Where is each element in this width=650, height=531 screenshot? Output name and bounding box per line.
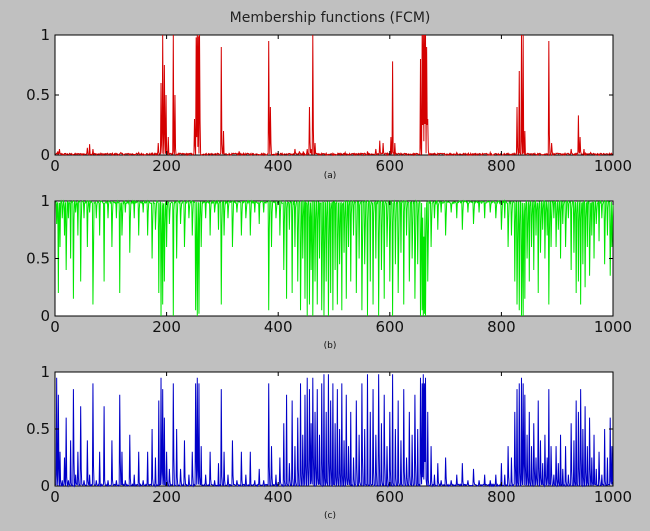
- y-tick-label-a: 0: [40, 146, 50, 164]
- x-tick-label-a: 1000: [594, 157, 632, 175]
- series-line-a: [55, 34, 614, 157]
- y-tick-label-c: 1: [40, 363, 50, 381]
- x-tick-label-c: 200: [152, 488, 181, 506]
- panel-a: 0 200 400 600 800 1000 0 0.5 1: [26, 26, 632, 175]
- x-tick-label-c: 1000: [594, 488, 632, 506]
- y-tick-label-c: 0: [40, 477, 50, 495]
- plot-area-a: [54, 34, 614, 156]
- x-tick-label-c: 800: [487, 488, 516, 506]
- series-line-c: [55, 374, 614, 488]
- x-tick-label-b: 800: [487, 318, 516, 336]
- y-tick-label-b: 1: [40, 192, 50, 210]
- x-tick-label-b: 1000: [594, 318, 632, 336]
- x-tick-label-b: 200: [152, 318, 181, 336]
- x-tick-label-a: 800: [487, 157, 516, 175]
- y-tick-label-b: 0: [40, 307, 50, 325]
- x-tick-label-a: 200: [152, 157, 181, 175]
- x-tick-label-c: 0: [50, 488, 60, 506]
- panel-b: 0 200 400 600 800 1000 0 0.5 1: [26, 192, 632, 336]
- x-tick-label-a: 400: [264, 157, 293, 175]
- x-tick-label-c: 400: [264, 488, 293, 506]
- y-tick-label-b: 0.5: [26, 250, 50, 268]
- x-tick-label-b: 0: [50, 318, 60, 336]
- chart-title: Membership functions (FCM): [230, 10, 431, 26]
- caption-c: (c): [324, 511, 336, 521]
- y-tick-label-a: 1: [40, 26, 50, 44]
- y-tick-label-c: 0.5: [26, 420, 50, 438]
- panel-c: 0 200 400 600 800 1000 0 0.5 1: [26, 363, 632, 506]
- x-tick-label-b: 600: [375, 318, 404, 336]
- caption-a: (a): [324, 171, 337, 181]
- caption-b: (b): [324, 341, 337, 351]
- series-line-b: [55, 199, 614, 317]
- y-tick-label-a: 0.5: [26, 86, 50, 104]
- x-tick-label-a: 600: [375, 157, 404, 175]
- x-tick-label-c: 600: [375, 488, 404, 506]
- x-tick-label-b: 400: [264, 318, 293, 336]
- x-tick-label-a: 0: [50, 157, 60, 175]
